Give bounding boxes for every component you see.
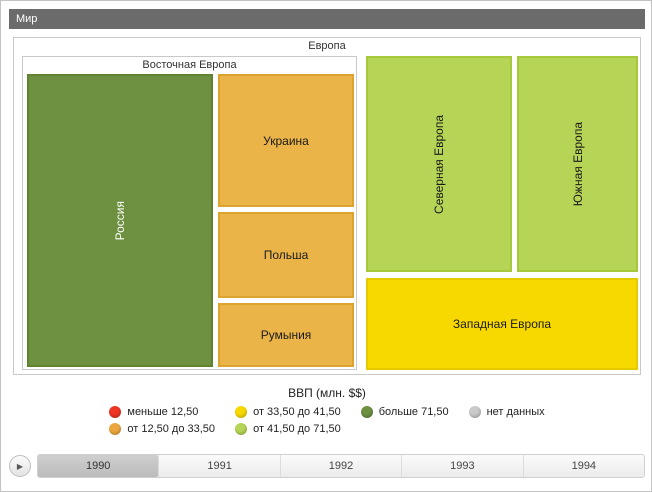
eastern-europe-group: Восточная Европа Россия Украина Польша Р… (22, 56, 357, 370)
breadcrumb-root[interactable]: Мир (9, 9, 645, 29)
treemap-node-russia[interactable]: Россия (27, 74, 213, 367)
legend-dot-yellow-green (235, 423, 248, 435)
legend-item-12-50-to-33-50: от 12,50 до 33,50 (109, 423, 215, 435)
legend-item-less-12-50: меньше 12,50 (109, 406, 198, 418)
legend-title: ВВП (млн. $$) (288, 386, 366, 400)
year-slider: 1990 1991 1992 1993 1994 (37, 454, 645, 478)
legend-item-33-50-to-41-50: от 33,50 до 41,50 (235, 406, 341, 418)
legend-grid: меньше 12,50 от 33,50 до 41,50 больше 71… (109, 406, 545, 435)
europe-group: Европа Восточная Европа Россия Украина П… (13, 37, 641, 375)
legend-dot-red (109, 406, 122, 418)
treemap-node-poland[interactable]: Польша (218, 212, 354, 298)
node-label-ukraine: Украина (263, 133, 309, 148)
legend-dot-dark-green (360, 406, 373, 418)
node-label-northern-europe: Северная Европа (432, 114, 446, 214)
play-icon: ▶ (16, 461, 24, 471)
legend-label: от 33,50 до 41,50 (253, 406, 341, 418)
timeline-year-1990[interactable]: 1990 (38, 455, 159, 477)
legend-dot-gray (468, 406, 481, 418)
treemap-node-western-europe[interactable]: Западная Европа (366, 278, 638, 370)
legend-dot-yellow (235, 406, 248, 418)
legend: ВВП (млн. $$) меньше 12,50 от 33,50 до 4… (1, 386, 651, 435)
node-label-poland: Польша (263, 248, 309, 262)
node-label-russia: Россия (113, 200, 127, 241)
treemap-node-southern-europe[interactable]: Южная Европа (517, 56, 638, 272)
timeline-year-1993[interactable]: 1993 (401, 455, 523, 477)
node-label-western-europe: Западная Европа (452, 317, 552, 331)
treemap-node-romania[interactable]: Румыния (218, 303, 354, 367)
timeline-year-1994[interactable]: 1994 (522, 455, 644, 477)
legend-item-no-data: нет данных (468, 406, 545, 418)
play-button[interactable]: ▶ (9, 455, 31, 477)
timeline: ▶ 1990 1991 1992 1993 1994 (9, 453, 645, 479)
legend-label: нет данных (486, 406, 545, 418)
legend-item-more-71-50: больше 71,50 (360, 406, 449, 418)
legend-dot-orange (109, 423, 122, 435)
europe-group-label[interactable]: Европа (308, 40, 346, 52)
treemap-node-ukraine[interactable]: Украина (218, 74, 354, 207)
legend-label: от 41,50 до 71,50 (253, 423, 341, 435)
timeline-year-1991[interactable]: 1991 (158, 455, 280, 477)
node-label-southern-europe: Южная Европа (570, 121, 585, 207)
legend-label: больше 71,50 (378, 406, 449, 418)
legend-label: меньше 12,50 (127, 406, 199, 418)
eastern-europe-group-label[interactable]: Восточная Европа (142, 59, 237, 71)
treemap-node-northern-europe[interactable]: Северная Европа (366, 56, 512, 272)
node-label-romania: Румыния (260, 328, 312, 342)
legend-label: от 12,50 до 33,50 (127, 423, 216, 435)
legend-item-41-50-to-71-50: от 41,50 до 71,50 (235, 423, 341, 435)
timeline-year-1992[interactable]: 1992 (279, 455, 402, 477)
